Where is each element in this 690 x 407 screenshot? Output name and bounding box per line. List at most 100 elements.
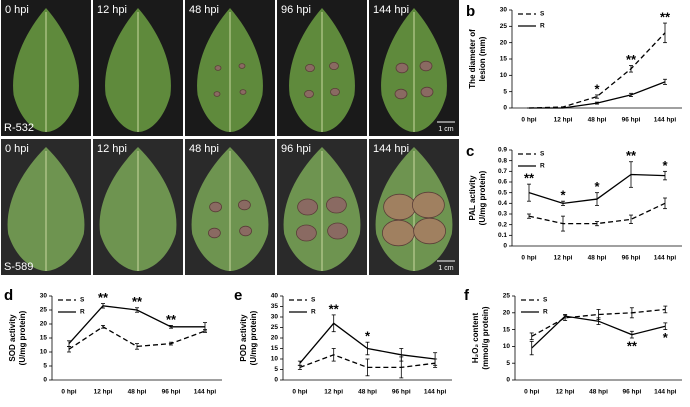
scale-label: 1 cm [438, 126, 453, 133]
lesion [383, 193, 417, 221]
error-bar [527, 213, 531, 219]
y-tick-label: 15 [503, 326, 511, 333]
error-bar [399, 348, 404, 362]
panel-label: b [466, 3, 475, 20]
time-label: 48 hpi [189, 4, 219, 16]
sample-label: R-532 [4, 122, 34, 134]
y-axis-label: SOD activity [8, 314, 17, 362]
y-tick-label: 35 [271, 303, 279, 310]
significance-label: ** [132, 294, 143, 309]
x-tick-label: 12 hpi [94, 389, 113, 396]
legend-label: S [543, 297, 548, 304]
x-tick-label: 96 hpi [392, 389, 411, 396]
significance-label: ** [98, 290, 109, 305]
y-axis-label: (U/mg protein) [478, 170, 487, 225]
lesion [420, 86, 434, 98]
x-tick-label: 12 hpi [554, 255, 573, 262]
error-bar [595, 192, 599, 206]
error-bar [331, 314, 336, 333]
legend-label: S [311, 297, 316, 304]
x-tick-label: 48 hpi [358, 389, 377, 396]
lesion [411, 191, 445, 219]
panel-label: c [466, 143, 474, 160]
y-tick-label: 20 [500, 39, 508, 46]
lesion [297, 198, 319, 216]
error-bar [595, 94, 599, 99]
y-tick-label: 15 [500, 56, 508, 63]
series-line [528, 202, 666, 225]
significance-label: ** [166, 312, 177, 327]
y-tick-label: 10 [271, 356, 279, 363]
y-tick-label: 5 [506, 360, 510, 367]
panel-label: d [4, 287, 13, 304]
x-tick-label: 12 hpi [556, 389, 575, 396]
error-bar [101, 324, 105, 329]
y-tick-label: 10 [503, 343, 511, 350]
y-tick-label: 0.7 [498, 168, 507, 175]
y-tick-label: 40 [271, 293, 279, 300]
y-tick-label: 30 [500, 7, 508, 14]
x-tick-label: 96 hpi [162, 389, 181, 396]
error-bar [663, 22, 667, 44]
y-tick-label: 0.4 [498, 200, 507, 207]
y-tick-label: 25 [40, 307, 48, 314]
y-tick-label: 0.2 [498, 221, 507, 228]
time-label: 96 hpi [281, 4, 311, 16]
y-tick-label: 0 [506, 377, 510, 384]
x-tick-label: 12 hpi [324, 389, 343, 396]
y-tick-label: 0 [503, 243, 507, 250]
x-tick-label: 144 hpi [654, 389, 677, 396]
significance-label: ** [626, 148, 637, 163]
y-tick-label: 20 [271, 335, 279, 342]
y-tick-label: 0 [274, 377, 278, 384]
series-line [531, 308, 666, 337]
y-axis-label: H₂O₂ content [471, 313, 480, 364]
y-tick-label: 0.8 [498, 157, 507, 164]
error-bar [529, 340, 534, 356]
lesion [395, 62, 409, 74]
error-bar [595, 221, 599, 227]
error-bar [596, 317, 601, 325]
lesion [330, 88, 340, 97]
panel-label: e [234, 287, 242, 304]
y-tick-label: 10 [40, 349, 48, 356]
significance-label: * [663, 330, 669, 345]
x-tick-label: 12 hpi [554, 117, 573, 124]
lesion [214, 65, 222, 71]
significance-label: ** [627, 338, 638, 353]
time-label: 12 hpi [97, 4, 127, 16]
lesion [329, 62, 339, 71]
x-tick-label: 0 hpi [521, 255, 536, 262]
panel-label: f [464, 287, 470, 304]
time-label: 144 hpi [373, 4, 409, 16]
y-axis-label: (U/mg protein) [249, 310, 258, 365]
y-tick-label: 25 [503, 293, 511, 300]
x-tick-label: 0 hpi [61, 389, 76, 396]
y-axis-label: (U/mg protein) [18, 310, 27, 365]
error-bar [297, 360, 302, 366]
error-bar [331, 348, 336, 362]
significance-label: * [662, 158, 668, 173]
legend-label: S [80, 297, 85, 304]
error-bar [629, 214, 633, 225]
y-tick-label: 25 [271, 324, 279, 331]
lesion [419, 60, 433, 72]
significance-label: ** [524, 171, 535, 186]
x-tick-label: 0 hpi [521, 117, 536, 124]
error-bar [663, 78, 667, 85]
error-bar [169, 324, 173, 329]
x-tick-label: 0 hpi [292, 389, 307, 396]
time-label: 96 hpi [281, 143, 311, 155]
lesion [209, 201, 223, 213]
error-bar [629, 65, 633, 73]
time-label: 12 hpi [97, 143, 127, 155]
error-bar [663, 170, 667, 181]
x-tick-label: 144 hpi [654, 117, 677, 124]
error-bar [663, 197, 667, 210]
significance-label: * [594, 179, 600, 194]
error-bar [527, 183, 531, 202]
error-bar [67, 345, 71, 353]
error-bar [561, 215, 565, 232]
x-tick-label: 48 hpi [588, 117, 607, 124]
